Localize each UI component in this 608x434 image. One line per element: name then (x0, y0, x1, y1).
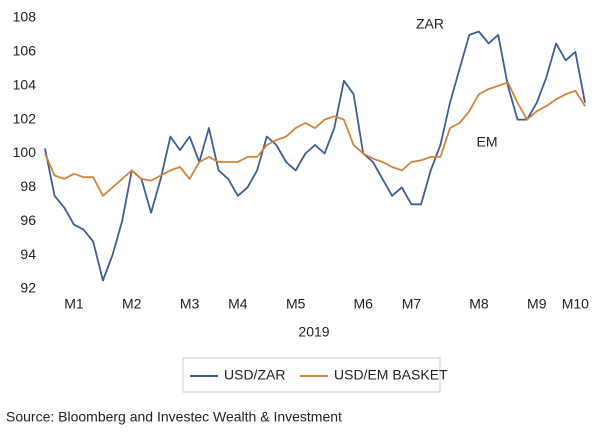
y-tick-label: 92 (20, 280, 36, 296)
x-tick-label: M5 (286, 296, 306, 312)
x-tick-label: M2 (122, 296, 142, 312)
legend-label: USD/EM BASKET (334, 367, 448, 383)
y-tick-label: 100 (13, 144, 37, 160)
legend-box (182, 357, 441, 393)
y-tick-label: 104 (13, 76, 37, 92)
y-tick-label: 106 (13, 43, 37, 59)
x-tick-label: M1 (64, 296, 84, 312)
y-tick-label: 102 (13, 110, 37, 126)
annotation: EM (477, 134, 498, 150)
x-tick-label: M3 (180, 296, 200, 312)
y-tick-label: 98 (20, 178, 36, 194)
x-tick-label: M6 (353, 296, 373, 312)
annotation: ZAR (416, 16, 444, 32)
x-tick-label: M8 (469, 296, 489, 312)
y-tick-label: 96 (20, 212, 36, 228)
y-tick-label: 108 (13, 9, 37, 25)
legend-label: USD/ZAR (224, 367, 285, 383)
x-axis-label: 2019 (298, 324, 329, 340)
line-series (44, 30, 586, 282)
source: Source: Bloomberg and Investec Wealth & … (6, 409, 342, 425)
x-tick-label: M4 (228, 296, 248, 312)
line-series (44, 81, 586, 197)
x-tick-label: M10 (562, 296, 589, 312)
y-tick-label: 94 (20, 246, 36, 262)
x-tick-label: M7 (402, 296, 422, 312)
x-tick-label: M9 (527, 296, 547, 312)
